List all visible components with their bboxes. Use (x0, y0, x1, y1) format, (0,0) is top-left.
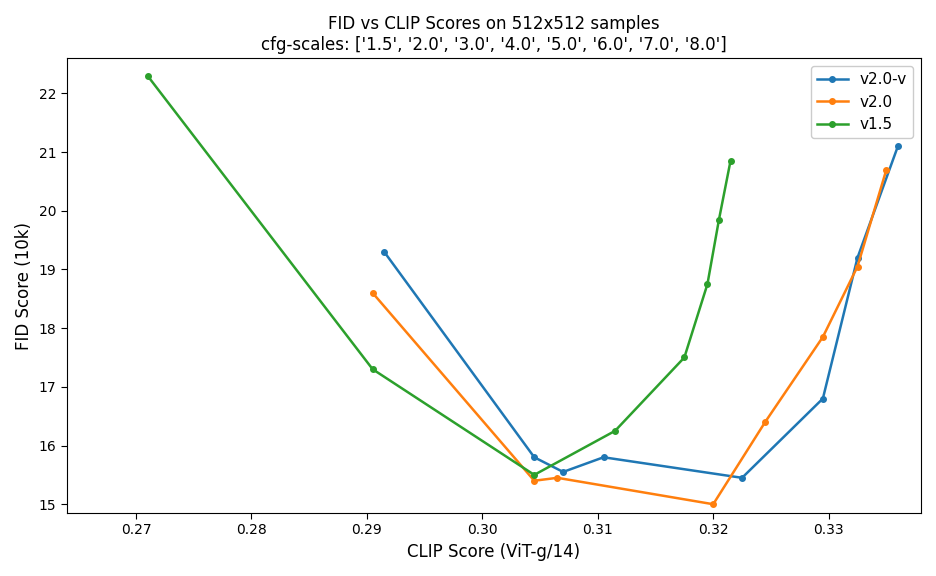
Line: v2.0: v2.0 (370, 167, 889, 507)
X-axis label: CLIP Score (ViT-g/14): CLIP Score (ViT-g/14) (407, 543, 580, 561)
Title: FID vs CLIP Scores on 512x512 samples
cfg-scales: ['1.5', '2.0', '3.0', '4.0', ': FID vs CLIP Scores on 512x512 samples cf… (261, 15, 726, 54)
v2.0 (367, 290, 378, 297)
v1.5 (713, 216, 724, 223)
v2.0 (551, 475, 563, 482)
v2.0-v (378, 248, 389, 255)
v1.5 (367, 366, 378, 373)
v1.5 (724, 157, 736, 164)
v1.5 (609, 427, 621, 434)
Legend: v2.0-v, v2.0, v1.5: v2.0-v, v2.0, v1.5 (812, 66, 914, 138)
v2.0-v (558, 468, 569, 475)
v1.5 (702, 281, 713, 287)
v2.0 (708, 501, 719, 507)
v2.0-v (737, 475, 748, 482)
v2.0-v (529, 454, 540, 461)
v2.0 (852, 263, 863, 270)
v2.0-v (598, 454, 609, 461)
v1.5 (142, 72, 154, 79)
v2.0-v (817, 395, 828, 402)
v2.0-v (852, 254, 863, 261)
v2.0 (529, 478, 540, 484)
Line: v2.0-v: v2.0-v (381, 143, 900, 480)
v2.0 (817, 334, 828, 340)
v2.0 (759, 419, 770, 426)
v1.5 (679, 354, 690, 361)
v1.5 (529, 471, 540, 478)
v2.0 (881, 166, 892, 173)
Line: v1.5: v1.5 (145, 73, 733, 478)
Y-axis label: FID Score (10k): FID Score (10k) (15, 222, 33, 350)
v2.0-v (892, 143, 903, 150)
